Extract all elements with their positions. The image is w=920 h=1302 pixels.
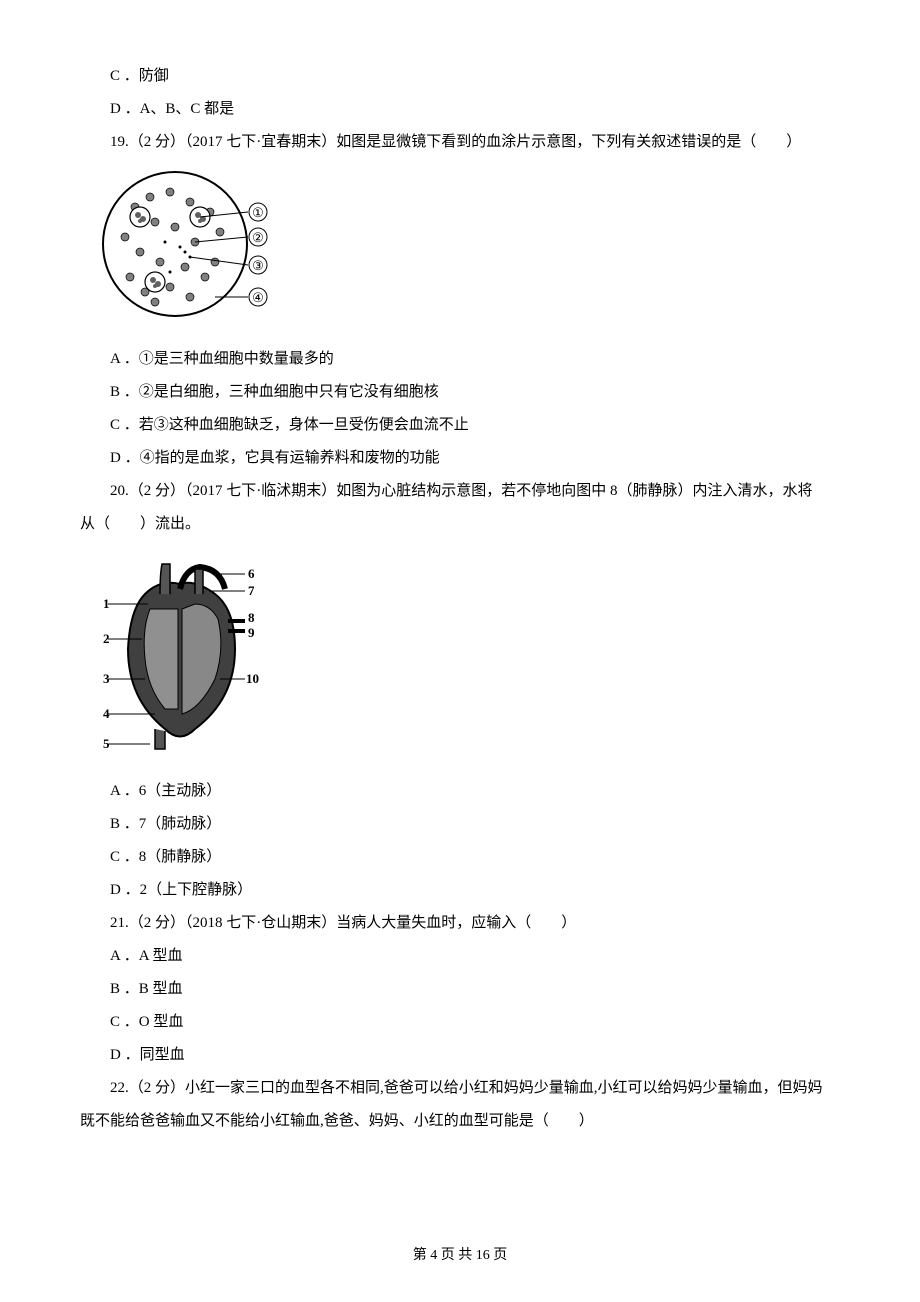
svg-text:7: 7 xyxy=(248,583,255,598)
q20-figure: 1 2 3 4 5 6 7 8 9 10 xyxy=(100,549,840,767)
q20-option-c: C ．8（肺静脉） xyxy=(80,841,840,874)
q21-option-b: B ．B 型血 xyxy=(80,973,840,1006)
svg-text:10: 10 xyxy=(246,671,259,686)
q20-stem-line2: 从（ ）流出。 xyxy=(80,508,840,541)
svg-text:2: 2 xyxy=(103,631,110,646)
q21-option-a: A ．A 型血 xyxy=(80,940,840,973)
page-footer: 第 4 页 共 16 页 xyxy=(0,1241,920,1272)
svg-text:④: ④ xyxy=(252,290,264,305)
heart-diagram-icon: 1 2 3 4 5 6 7 8 9 10 xyxy=(100,549,260,754)
q19-stem: 19.（2 分）（2017 七下·宜春期末）如图是显微镜下看到的血涂片示意图，下… xyxy=(80,126,840,159)
svg-text:1: 1 xyxy=(103,596,110,611)
q19-option-d: D ．④指的是血浆，它具有运输养料和废物的功能 xyxy=(80,442,840,475)
q20-option-a: A ．6（主动脉） xyxy=(80,775,840,808)
q21-option-c: C ．O 型血 xyxy=(80,1006,840,1039)
svg-text:9: 9 xyxy=(248,625,255,640)
option-d-previous: D ．A、B、C 都是 xyxy=(80,93,840,126)
q20-option-b: B ．7（肺动脉） xyxy=(80,808,840,841)
q19-option-b: B ．②是白细胞，三种血细胞中只有它没有细胞核 xyxy=(80,376,840,409)
svg-text:4: 4 xyxy=(103,706,110,721)
svg-text:3: 3 xyxy=(103,671,110,686)
q20-option-d: D ．2（上下腔静脉） xyxy=(80,874,840,907)
svg-text:6: 6 xyxy=(248,566,255,581)
svg-text:③: ③ xyxy=(252,258,264,273)
svg-text:8: 8 xyxy=(248,610,255,625)
q22-stem-line1: 22.（2 分）小红一家三口的血型各不相同,爸爸可以给小红和妈妈少量输血,小红可… xyxy=(80,1072,840,1105)
q21-option-d: D ．同型血 xyxy=(80,1039,840,1072)
q20-stem-line1: 20.（2 分）（2017 七下·临沭期末）如图为心脏结构示意图，若不停地向图中… xyxy=(80,475,840,508)
q22-stem-line2: 既不能给爸爸输血又不能给小红输血,爸爸、妈妈、小红的血型可能是（ ） xyxy=(80,1105,840,1138)
svg-text:②: ② xyxy=(252,230,264,245)
q21-stem: 21.（2 分）（2018 七下·仓山期末）当病人大量失血时，应输入（ ） xyxy=(80,907,840,940)
option-c-previous: C ．防御 xyxy=(80,60,840,93)
svg-text:5: 5 xyxy=(103,736,110,751)
svg-text:①: ① xyxy=(252,205,264,220)
q19-figure: ① ② ③ ④ xyxy=(100,167,840,335)
q19-option-c: C ．若③这种血细胞缺乏，身体一旦受伤便会血流不止 xyxy=(80,409,840,442)
q19-option-a: A ．①是三种血细胞中数量最多的 xyxy=(80,343,840,376)
blood-smear-icon: ① ② ③ ④ xyxy=(100,167,280,322)
